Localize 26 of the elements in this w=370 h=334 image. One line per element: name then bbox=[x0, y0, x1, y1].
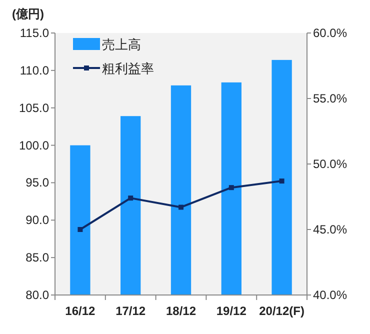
y2-tick-label: 40.0% bbox=[313, 288, 348, 302]
y-tick-label: 115.0 bbox=[20, 26, 50, 40]
x-tick-label: 19/12 bbox=[216, 304, 247, 318]
x-tick-label: 20/12(F) bbox=[259, 304, 304, 318]
y2-tick-label: 55.0% bbox=[313, 92, 348, 106]
point bbox=[279, 178, 284, 184]
point bbox=[128, 196, 134, 201]
y-axis-title: (億円) bbox=[12, 7, 44, 21]
x-tick-label: 16/12 bbox=[65, 304, 96, 318]
y2-tick-label: 60.0% bbox=[313, 26, 348, 40]
y2-tick-label: 50.0% bbox=[313, 157, 348, 171]
legend-label: 粗利益率 bbox=[102, 61, 154, 76]
y-tick-label: 110.0 bbox=[20, 63, 50, 78]
y-tick-label: 105.0 bbox=[18, 100, 50, 115]
y-tick-label: 100.0 bbox=[18, 138, 50, 152]
y-tick-label: 85.0 bbox=[26, 250, 50, 265]
y2-tick-label: 45.0% bbox=[313, 222, 348, 236]
y-tick-label: 95.0 bbox=[26, 176, 50, 190]
point bbox=[228, 185, 234, 190]
legend-label: 売上高 bbox=[102, 37, 141, 52]
point bbox=[178, 204, 184, 210]
y-tick-label: 90.0 bbox=[26, 213, 50, 228]
x-tick-label: 17/12 bbox=[116, 304, 146, 318]
point bbox=[78, 227, 83, 232]
x-tick-label: 18/12 bbox=[166, 304, 196, 318]
y-tick-label: 80.0 bbox=[26, 288, 50, 302]
